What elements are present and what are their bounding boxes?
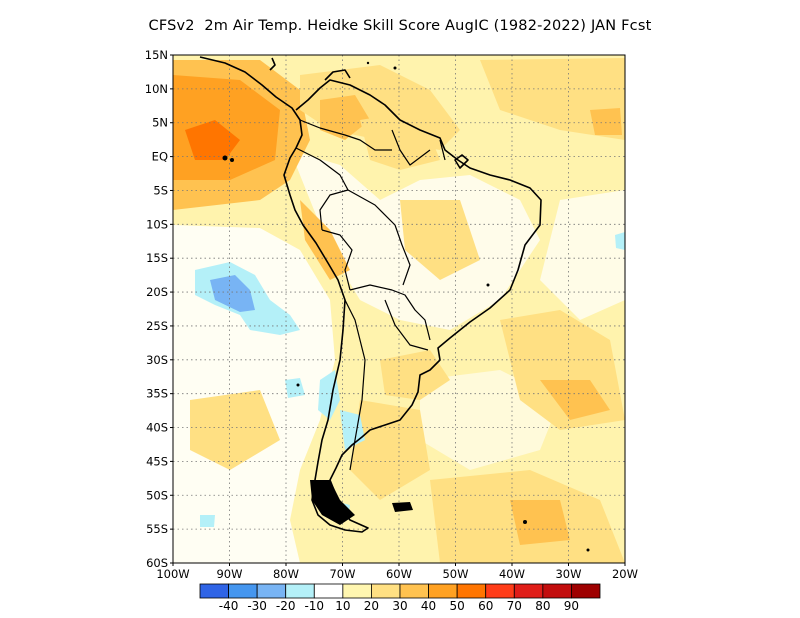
colorbar-label: 30 xyxy=(392,599,407,613)
lon-tick-label: 50W xyxy=(442,567,468,581)
lat-tick-label: 60S xyxy=(146,556,168,570)
lon-tick-label: 20W xyxy=(612,567,638,581)
lon-tick-label: 100W xyxy=(156,567,189,581)
colorbar-label: 60 xyxy=(478,599,493,613)
map-title: CFSv2 2m Air Temp. Heidke Skill Score Au… xyxy=(148,18,652,34)
colorbar-label: 80 xyxy=(535,599,550,613)
colorbar-label: -20 xyxy=(276,599,296,613)
colorbar-label: 90 xyxy=(564,599,579,613)
colorbar-swatch xyxy=(485,583,515,599)
colorbar-label: 50 xyxy=(450,599,465,613)
colorbar-label: -40 xyxy=(219,599,239,613)
colorbar-swatch xyxy=(256,583,287,599)
colorbar-swatch xyxy=(371,583,401,599)
colorbar-swatch xyxy=(571,583,601,599)
colorbar-swatch xyxy=(513,583,544,599)
colorbar-swatch xyxy=(199,583,229,599)
lat-tick-label: 50S xyxy=(146,488,168,502)
lon-tick-label: 80W xyxy=(273,567,299,581)
lat-tick-label: 20S xyxy=(146,285,168,299)
lat-tick-label: 15S xyxy=(146,251,168,265)
lat-tick-label: 45S xyxy=(146,454,168,468)
colorbar-swatch xyxy=(228,583,258,599)
lat-tick-label: 10S xyxy=(146,217,168,231)
lat-tick-label: 5N xyxy=(152,116,168,130)
lat-tick-label: 55S xyxy=(146,522,168,536)
lat-tick-label: 30S xyxy=(146,353,168,367)
colorbar xyxy=(199,583,601,599)
colorbar-label: 40 xyxy=(421,599,436,613)
colorbar-swatch xyxy=(399,583,429,599)
skill-score-field xyxy=(173,55,625,563)
colorbar-swatch xyxy=(313,583,344,599)
lon-tick-label: 90W xyxy=(216,567,242,581)
colorbar-swatch xyxy=(342,583,372,599)
colorbar-labels: -40 -30 -20 -10 10 20 30 40 50 60 70 80 90 xyxy=(219,599,579,613)
lat-tick-label: 5S xyxy=(153,183,168,197)
lat-tick-label: EQ xyxy=(152,150,168,164)
lon-tick-label: 60W xyxy=(386,567,412,581)
colorbar-swatch xyxy=(428,583,458,599)
lon-tick-label: 40W xyxy=(499,567,525,581)
lon-tick-label: 70W xyxy=(329,567,355,581)
lon-tick-label: 30W xyxy=(555,567,581,581)
colorbar-label: 10 xyxy=(335,599,350,613)
lat-tick-label: 35S xyxy=(146,387,168,401)
islands xyxy=(222,61,590,552)
coastline xyxy=(199,56,542,533)
latitude-tick-labels: 15N 10N 5N EQ 5S 10S 15S 20S 25S 30S 35S 40S 45S 50S 5… xyxy=(145,48,173,570)
lat-tick-label: 15N xyxy=(145,48,168,62)
colorbar-swatch xyxy=(456,583,487,599)
colorbar-swatch xyxy=(285,583,315,599)
longitude-tick-labels: 100W 90W 80W 70W 60W 50W 40W 30W 20W xyxy=(156,563,638,581)
colorbar-label: 20 xyxy=(364,599,379,613)
lat-tick-label: 25S xyxy=(146,319,168,333)
colorbar-label: -10 xyxy=(304,599,324,613)
colorbar-label: -30 xyxy=(247,599,267,613)
colorbar-swatch xyxy=(542,583,572,599)
lat-tick-label: 40S xyxy=(146,421,168,435)
colorbar-label: 70 xyxy=(507,599,522,613)
country-borders xyxy=(295,119,446,471)
lat-tick-label: 10N xyxy=(145,82,168,96)
